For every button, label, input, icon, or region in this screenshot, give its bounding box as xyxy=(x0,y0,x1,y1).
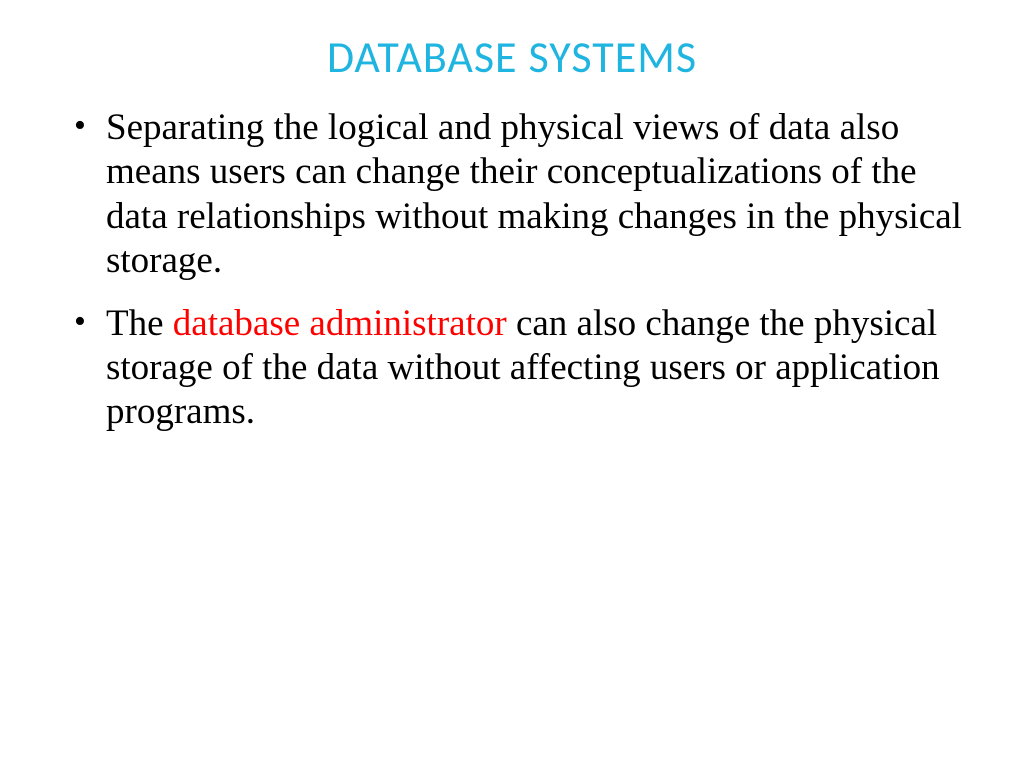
text-segment: Separating the logical and physical view… xyxy=(106,107,962,281)
bullet-text: Separating the logical and physical view… xyxy=(106,107,962,281)
text-segment: The xyxy=(106,303,173,344)
bullet-item: The database administrator can also chan… xyxy=(60,302,964,435)
bullet-list: Separating the logical and physical view… xyxy=(60,106,964,435)
slide: DATABASE SYSTEMS Separating the logical … xyxy=(0,0,1024,768)
slide-title: DATABASE SYSTEMS xyxy=(60,30,964,84)
bullet-text: The database administrator can also chan… xyxy=(106,303,940,433)
bullet-item: Separating the logical and physical view… xyxy=(60,106,964,284)
text-segment-highlight: database administrator xyxy=(173,303,507,344)
